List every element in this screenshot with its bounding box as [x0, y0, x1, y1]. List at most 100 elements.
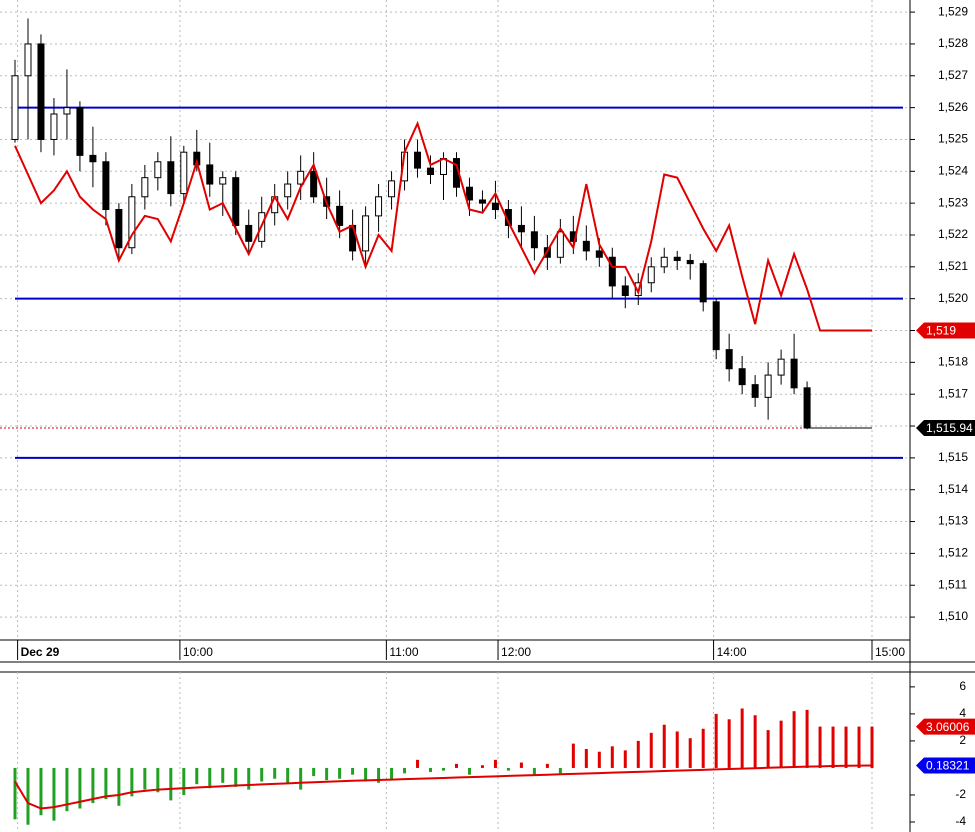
y-tick-label: 2 [959, 733, 966, 747]
osc-bar [273, 767, 277, 779]
osc-bar [156, 767, 160, 793]
candle-body [751, 384, 759, 398]
y-tick-label: 1,523 [938, 195, 968, 209]
candle-body [180, 151, 188, 195]
osc-bar [454, 763, 458, 768]
candle-body [712, 301, 720, 351]
candle-body [154, 161, 162, 179]
osc-bar [260, 767, 264, 782]
osc-bar [805, 709, 809, 768]
osc-bar [312, 767, 316, 777]
y-tick-label: 1,526 [938, 100, 968, 114]
osc-bar [130, 767, 134, 797]
x-tick-label: 15:00 [875, 645, 905, 659]
y-tick-label: 1,524 [938, 163, 968, 177]
osc-bar [234, 767, 238, 787]
candle-body [50, 113, 58, 140]
y-tick-label: 4 [959, 706, 966, 720]
y-tick-label: 1,514 [938, 482, 968, 496]
osc-bar [584, 749, 588, 768]
osc-bar [39, 767, 43, 816]
x-tick-label: 14:00 [717, 645, 747, 659]
y-tick-label: -4 [955, 814, 966, 828]
osc-bar [831, 726, 835, 768]
candle-body [11, 75, 19, 140]
candle-body [530, 231, 538, 249]
osc-label: 0.18321 [926, 759, 970, 773]
osc-badge [916, 718, 975, 735]
osc-bar [779, 720, 783, 768]
y-tick-label: 1,513 [938, 514, 968, 528]
osc-bar [636, 740, 640, 768]
candle-body [608, 256, 616, 287]
candle-body [297, 170, 305, 185]
candle-body [478, 199, 486, 204]
osc-bar [403, 767, 407, 774]
candle-body [556, 231, 564, 258]
candle-body [517, 224, 525, 233]
osc-bar [467, 767, 471, 775]
osc-bar [325, 767, 329, 781]
osc-bar [857, 726, 861, 768]
osc-bar [442, 767, 445, 771]
osc-bar [429, 767, 433, 772]
osc-bar [338, 767, 342, 779]
y-tick-label: 1,515 [938, 450, 968, 464]
candle-body [232, 177, 240, 226]
osc-bar [117, 767, 121, 806]
x-tick-label: 11:00 [389, 645, 418, 659]
osc-bar [688, 738, 692, 768]
candle-body [115, 209, 123, 249]
candle-body [63, 107, 71, 115]
candle-body [790, 358, 798, 389]
osc-bar [247, 767, 251, 790]
osc-bar [377, 767, 381, 783]
candle-body [414, 151, 422, 169]
osc-average [14, 764, 873, 810]
y-tick-label: 1,521 [938, 259, 968, 273]
osc-bar [792, 711, 796, 768]
osc-bar [65, 767, 69, 812]
candle-body [219, 177, 227, 185]
candle-body [738, 368, 746, 386]
osc-bar [52, 767, 56, 821]
osc-bar [727, 719, 731, 768]
osc-bar [623, 750, 627, 768]
osc-bar [519, 762, 523, 768]
candle-body [128, 196, 136, 249]
x-tick-label: 12:00 [501, 645, 531, 659]
osc-bar [143, 767, 147, 790]
candle-body [621, 285, 629, 296]
candle-body [699, 263, 707, 303]
osc-bar [364, 767, 368, 782]
osc-bar [844, 726, 848, 768]
osc-bar [286, 767, 290, 785]
y-tick-label: 1,525 [938, 132, 968, 146]
osc-bar [104, 767, 108, 800]
y-tick-label: 1,528 [938, 36, 968, 50]
x-tick-label: Dec 29 [21, 645, 60, 659]
candle-body [388, 180, 396, 198]
osc-bar [13, 767, 17, 820]
osc-bar [701, 728, 705, 768]
y-tick-label: 1,529 [938, 4, 968, 18]
osc-bar [195, 767, 199, 785]
candle-body [336, 205, 344, 226]
candle-body [89, 154, 97, 163]
candle-body [647, 266, 655, 284]
osc-bar [597, 751, 601, 768]
osc-bar [818, 726, 822, 768]
candle-body [375, 196, 383, 217]
candle-body [24, 43, 32, 77]
osc-bar [169, 767, 173, 801]
osc-bar [675, 731, 679, 768]
candle-body [167, 161, 175, 195]
x-tick-label: 10:00 [183, 645, 213, 659]
osc-bar [571, 743, 575, 768]
y-tick-label: 1,510 [938, 609, 968, 623]
osc-bar [870, 726, 874, 768]
osc-badge [916, 757, 975, 774]
y-tick-label: 1,518 [938, 355, 968, 369]
y-tick-label: 1,527 [938, 68, 968, 82]
